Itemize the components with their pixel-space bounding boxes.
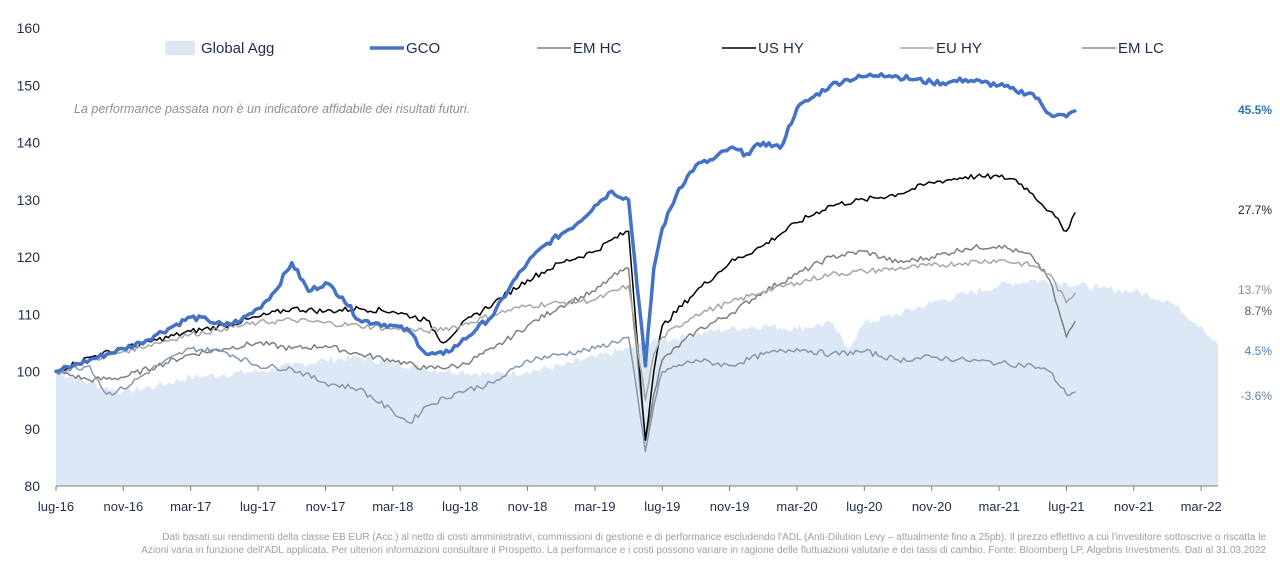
- y-tick-label: 130: [17, 192, 41, 208]
- end-label-eu-hy: 13.7%: [1238, 283, 1272, 297]
- disclaimer-note: La performance passata non è un indicato…: [74, 102, 471, 116]
- x-tick-label: lug-20: [846, 499, 882, 514]
- x-tick-label: mar-22: [1181, 499, 1222, 514]
- series-area-global-agg: [56, 279, 1218, 486]
- x-tick-label: lug-16: [38, 499, 74, 514]
- y-tick-label: 160: [17, 20, 41, 36]
- end-label-em-lc: -3.6%: [1241, 389, 1273, 403]
- x-tick-label: nov-20: [912, 499, 952, 514]
- x-tick-label: lug-17: [240, 499, 276, 514]
- x-tick-label: mar-21: [978, 499, 1019, 514]
- x-tick-label: lug-19: [644, 499, 680, 514]
- x-tick-label: mar-19: [574, 499, 615, 514]
- x-tick-label: mar-17: [170, 499, 211, 514]
- x-tick-label: nov-21: [1114, 499, 1154, 514]
- legend-swatch-global-agg: [165, 41, 195, 55]
- footer-source-notes: Dati basati sui rendimenti della classe …: [0, 531, 1266, 557]
- legend-label-em-lc: EM LC: [1118, 40, 1164, 57]
- series-line-em-hc: [55, 244, 1076, 441]
- y-tick-label: 120: [17, 249, 41, 265]
- legend-label-em-hc: EM HC: [573, 40, 622, 57]
- x-tick-label: mar-18: [372, 499, 413, 514]
- footer-line-2: Azioni varia in funzione dell'ADL applic…: [141, 545, 1266, 556]
- x-tick-label: lug-21: [1048, 499, 1084, 514]
- x-tick-label: nov-17: [306, 499, 346, 514]
- y-tick-label: 150: [17, 77, 41, 93]
- end-label-gco: 45.5%: [1238, 103, 1272, 117]
- y-tick-label: 140: [17, 135, 41, 151]
- end-label-em-hc: 8.7%: [1245, 304, 1273, 318]
- x-tick-label: lug-18: [442, 499, 478, 514]
- x-tick-label: nov-18: [508, 499, 548, 514]
- legend-label-eu-hy: EU HY: [936, 40, 982, 57]
- y-tick-label: 110: [18, 306, 41, 322]
- y-tick-label: 80: [24, 478, 40, 494]
- y-tick-label: 100: [17, 364, 41, 380]
- series-line-em-lc: [55, 336, 1076, 453]
- end-label-global-agg: 4.5%: [1245, 344, 1273, 358]
- footer-line-1: Dati basati sui rendimenti della classe …: [162, 532, 1266, 543]
- y-tick-label: 90: [24, 421, 40, 437]
- end-label-us-hy: 27.7%: [1238, 203, 1272, 217]
- x-tick-label: nov-19: [710, 499, 750, 514]
- series-line-gco: [54, 72, 1077, 374]
- series-line-eu-hy: [55, 258, 1076, 401]
- legend-label-us-hy: US HY: [758, 40, 804, 57]
- x-tick-label: mar-20: [776, 499, 817, 514]
- legend-label-global-agg: Global Agg: [201, 40, 274, 57]
- legend-label-gco: GCO: [406, 40, 440, 57]
- x-tick-label: nov-16: [103, 499, 143, 514]
